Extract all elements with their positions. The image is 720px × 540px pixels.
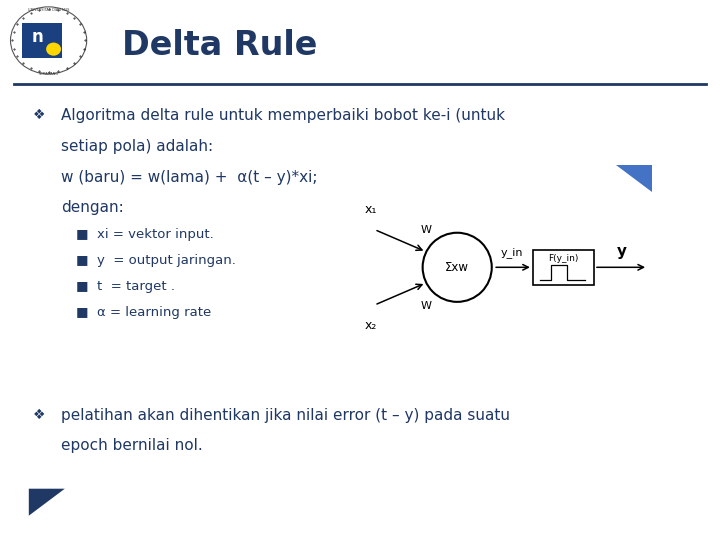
Circle shape (46, 43, 61, 56)
Text: W: W (421, 301, 432, 312)
Text: Algoritma delta rule untuk memperbaiki bobot ke-i (untuk: Algoritma delta rule untuk memperbaiki b… (61, 108, 505, 123)
Text: y_in: y_in (501, 247, 523, 258)
Text: Σxw: Σxw (445, 261, 469, 274)
Text: F(y_in): F(y_in) (548, 254, 579, 264)
Text: ■  α = learning rate: ■ α = learning rate (76, 306, 211, 319)
Text: x₂: x₂ (364, 319, 377, 332)
Text: UDINUS: UDINUS (37, 63, 60, 68)
Text: SEMARANG: SEMARANG (39, 72, 58, 76)
Text: UNIVERSITAS DIAN NUS: UNIVERSITAS DIAN NUS (28, 8, 69, 11)
Text: n: n (31, 29, 43, 46)
Text: pelatihan akan dihentikan jika nilai error (t – y) pada suatu: pelatihan akan dihentikan jika nilai err… (61, 408, 510, 423)
Bar (533, 250, 594, 285)
Text: Delta Rule: Delta Rule (122, 29, 318, 63)
Text: x₁: x₁ (364, 203, 377, 216)
Text: ■  xi = vektor input.: ■ xi = vektor input. (76, 228, 213, 241)
Polygon shape (29, 489, 65, 516)
Text: y: y (616, 244, 626, 259)
Polygon shape (616, 165, 652, 192)
Text: ❖: ❖ (32, 408, 45, 422)
Text: ■  y  = output jaringan.: ■ y = output jaringan. (76, 254, 235, 267)
Text: ❖: ❖ (32, 108, 45, 122)
Bar (22, 23, 62, 58)
Text: w (baru) = w(lama) +  α(t – y)*xi;: w (baru) = w(lama) + α(t – y)*xi; (61, 170, 318, 185)
Text: ■  t  = target .: ■ t = target . (76, 280, 174, 293)
Text: setiap pola) adalah:: setiap pola) adalah: (61, 139, 213, 154)
Text: epoch bernilai nol.: epoch bernilai nol. (61, 438, 203, 454)
Text: dengan:: dengan: (61, 200, 124, 215)
Text: W: W (421, 225, 432, 235)
